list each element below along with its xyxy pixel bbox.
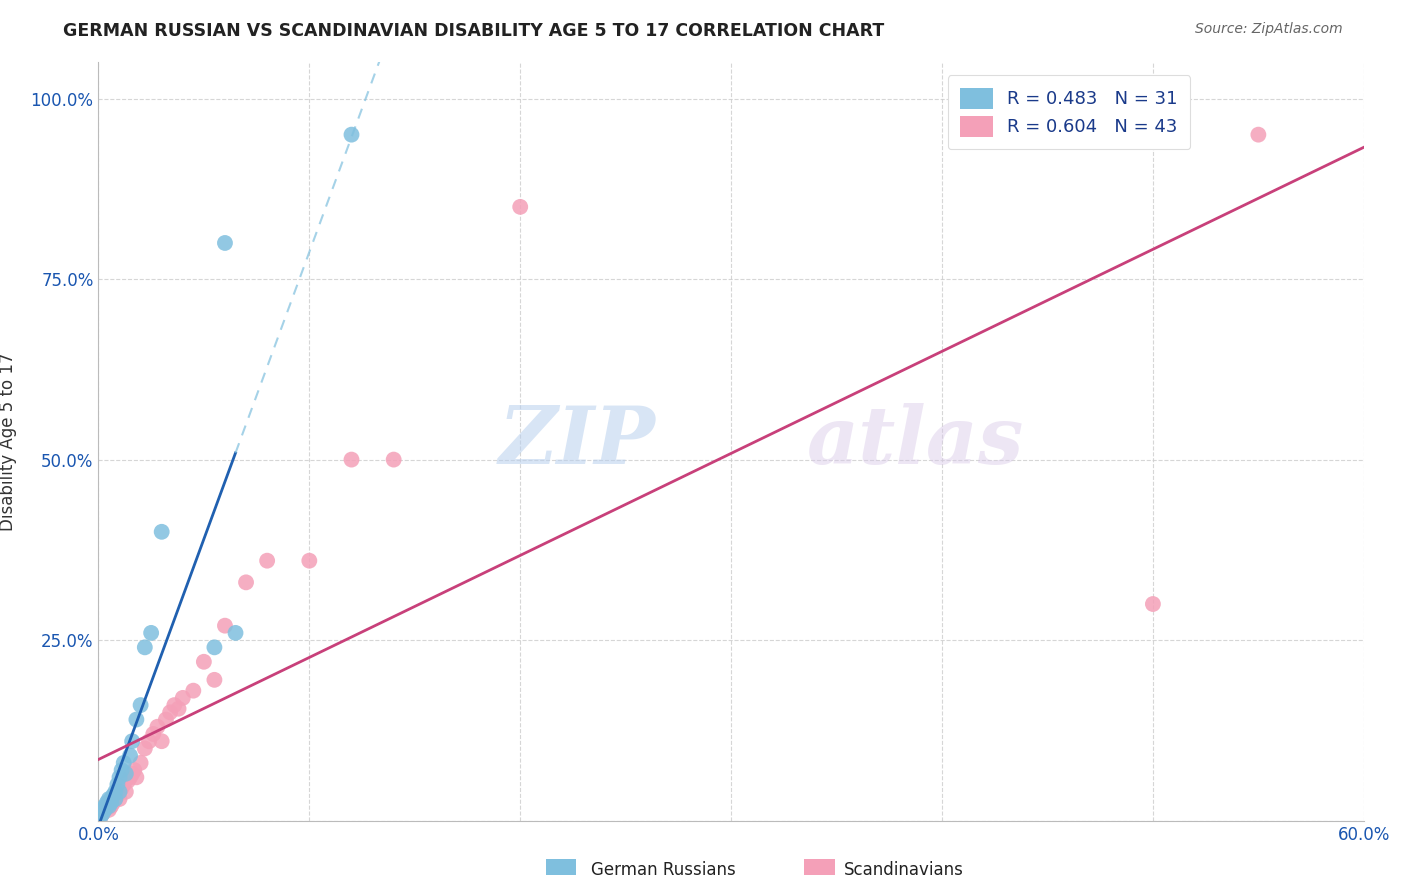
Point (204, 673, 226, 687)
Point (91, 803, 114, 817)
Point (107, 778, 129, 792)
Point (90, 810, 112, 824)
Point (98, 799, 121, 814)
Point (108, 770, 131, 784)
Point (172, 690, 194, 705)
Point (125, 770, 148, 784)
Point (108, 792, 131, 806)
Point (121, 766, 143, 780)
Point (96, 796, 118, 810)
Point (112, 778, 135, 792)
Point (112, 756, 135, 770)
Point (204, 640, 226, 655)
Point (107, 789, 129, 803)
Point (96, 799, 118, 814)
Point (134, 741, 156, 756)
Point (104, 792, 127, 806)
Point (150, 524, 173, 539)
Point (115, 766, 138, 780)
Point (1247, 128, 1270, 142)
Point (167, 702, 190, 716)
Point (125, 713, 148, 727)
Point (509, 200, 531, 214)
Point (1142, 597, 1164, 611)
Text: GERMAN RUSSIAN VS SCANDINAVIAN DISABILITY AGE 5 TO 17 CORRELATION CHART: GERMAN RUSSIAN VS SCANDINAVIAN DISABILIT… (63, 22, 884, 40)
Point (150, 734, 173, 748)
Point (129, 756, 152, 770)
Point (155, 713, 177, 727)
Point (382, 452, 405, 467)
Point (98, 803, 121, 817)
Point (93, 803, 117, 817)
Legend: R = 0.483   N = 31, R = 0.604   N = 43: R = 0.483 N = 31, R = 0.604 N = 43 (948, 75, 1191, 150)
Y-axis label: Disability Age 5 to 17: Disability Age 5 to 17 (0, 352, 17, 531)
Point (142, 727, 165, 741)
Point (256, 554, 278, 568)
Point (91, 806, 114, 821)
Text: Scandinavians: Scandinavians (844, 861, 963, 879)
Point (93, 803, 117, 817)
Point (96, 799, 118, 814)
Point (235, 575, 257, 590)
Point (340, 128, 363, 142)
Point (93, 799, 117, 814)
Point (124, 763, 146, 777)
Point (103, 789, 125, 803)
Text: German Russians: German Russians (591, 861, 735, 879)
Point (141, 626, 163, 640)
Point (214, 235, 236, 250)
Point (183, 683, 205, 698)
Point (134, 640, 156, 655)
Point (159, 706, 181, 720)
Point (117, 773, 139, 788)
Point (98, 796, 121, 810)
Text: Source: ZipAtlas.com: Source: ZipAtlas.com (1195, 22, 1343, 37)
Point (103, 796, 125, 810)
Point (90, 810, 112, 824)
Point (100, 799, 122, 814)
Text: atlas: atlas (807, 403, 1025, 480)
Point (340, 452, 363, 467)
Point (115, 785, 138, 799)
Point (298, 554, 321, 568)
Point (104, 785, 127, 799)
Point (108, 785, 131, 799)
Point (120, 748, 141, 763)
Point (104, 792, 127, 806)
Point (146, 720, 169, 734)
Point (111, 781, 132, 796)
Point (121, 734, 143, 748)
Point (91, 806, 114, 821)
Point (193, 655, 215, 669)
Point (214, 618, 236, 632)
Point (138, 734, 160, 748)
Point (120, 770, 141, 784)
Point (98, 792, 121, 806)
Point (129, 698, 152, 712)
Point (108, 785, 131, 799)
Point (225, 626, 247, 640)
Point (111, 763, 132, 777)
Point (100, 796, 122, 810)
Text: ZIP: ZIP (498, 403, 655, 480)
Point (100, 792, 122, 806)
Point (163, 698, 186, 712)
